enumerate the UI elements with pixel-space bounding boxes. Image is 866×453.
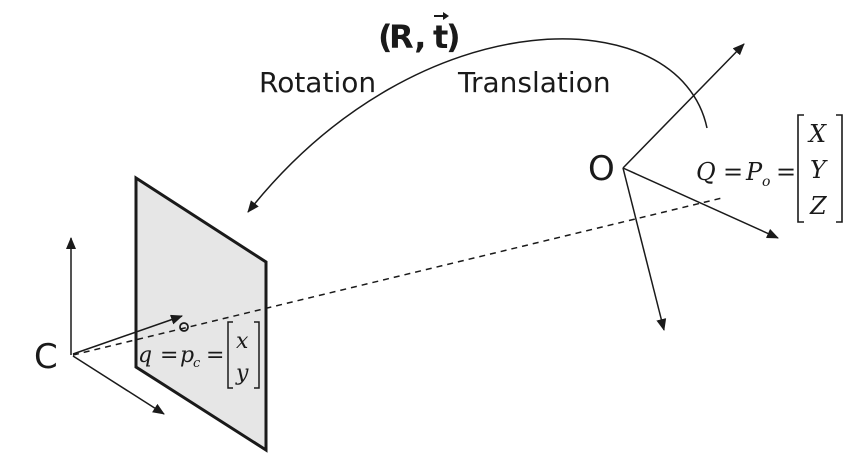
vector-Y: Y <box>810 156 828 184</box>
vector-X: X <box>807 120 827 148</box>
left-bracket <box>227 321 233 389</box>
rotation-symbol-R: R, <box>389 18 426 56</box>
equals-sign: = <box>723 158 743 186</box>
transformation-arc-arrow <box>247 38 708 213</box>
equals-sign: = <box>776 158 796 186</box>
right-bracket <box>254 321 260 389</box>
transform-close-paren: ) <box>446 18 461 56</box>
image-point-marker <box>179 322 189 332</box>
object-axis-right <box>622 167 779 239</box>
camera-axes <box>66 237 183 415</box>
image-point-equation: q = p c = x y <box>138 321 260 389</box>
transform-label: ( R, t ) <box>378 12 461 56</box>
camera-axis-right <box>72 314 183 355</box>
vector-x: x <box>236 329 249 354</box>
subscript-o: o <box>762 174 770 190</box>
world-point-equation: Q = P o = X Y Z <box>696 114 843 223</box>
equals-sign: = <box>206 343 224 368</box>
vector-Z: Z <box>809 192 828 220</box>
right-bracket <box>836 114 843 223</box>
symbol-Q: Q <box>696 158 716 186</box>
vector-y: y <box>235 361 249 386</box>
subscript-c: c <box>193 356 201 371</box>
left-bracket <box>797 114 804 223</box>
image-plane <box>134 175 268 453</box>
translation-symbol-t: t <box>433 18 448 56</box>
equals-sign: = <box>160 343 178 368</box>
translation-label: Translation <box>457 66 611 99</box>
object-axes <box>622 43 779 331</box>
camera-axis-down <box>72 355 165 415</box>
object-axis-up <box>622 43 745 169</box>
symbol-P: P <box>745 158 763 186</box>
symbol-q: q <box>138 343 152 368</box>
object-origin-label: O <box>588 149 615 189</box>
transform-open-paren: ( <box>378 18 393 56</box>
camera-center-label: C <box>34 337 58 377</box>
symbol-p: p <box>180 343 194 368</box>
vector-arrowhead-icon <box>443 12 449 20</box>
object-axis-down <box>622 167 667 331</box>
rotation-label: Rotation <box>259 66 376 99</box>
